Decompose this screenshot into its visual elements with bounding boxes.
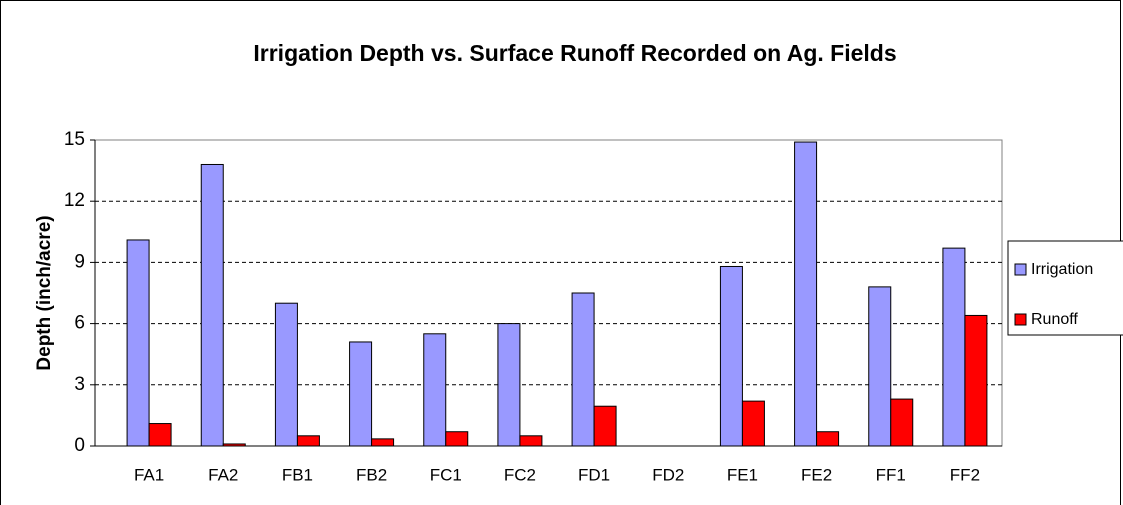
bar	[719, 265, 743, 447]
legend-swatch	[1014, 313, 1027, 326]
x-tick-label: FD2	[652, 465, 684, 484]
bar	[371, 438, 395, 447]
bar	[423, 333, 447, 447]
x-tick-label: FB1	[282, 465, 313, 484]
bar	[571, 292, 595, 447]
bar	[519, 435, 543, 447]
bar	[816, 431, 840, 447]
bar	[868, 286, 892, 447]
legend	[1007, 240, 1123, 336]
bar	[148, 423, 172, 447]
y-tick-label: 12	[64, 190, 85, 211]
bar	[741, 400, 765, 447]
bar	[593, 405, 617, 447]
x-tick-label: FE2	[801, 465, 832, 484]
y-tick-label: 9	[74, 251, 85, 272]
bar	[296, 435, 320, 447]
x-tick-label: FF1	[876, 465, 906, 484]
bar	[222, 443, 246, 447]
x-tick-label: FA2	[208, 465, 238, 484]
legend-label: Runoff	[1031, 311, 1078, 328]
bar	[126, 239, 150, 447]
bar	[890, 398, 914, 447]
y-axis-label: Depth (inch/acre)	[34, 215, 55, 370]
bar	[942, 247, 966, 447]
bar	[497, 323, 521, 447]
legend-swatch	[1014, 263, 1027, 276]
bar	[964, 314, 988, 447]
bar	[349, 341, 373, 447]
x-tick-label: FF2	[950, 465, 980, 484]
x-tick-label: FD1	[578, 465, 610, 484]
x-tick-label: FE1	[727, 465, 758, 484]
y-tick-label: 6	[74, 313, 85, 334]
x-tick-label: FA1	[134, 465, 164, 484]
y-tick-label: 0	[74, 435, 85, 456]
chart-title: Irrigation Depth vs. Surface Runoff Reco…	[253, 40, 896, 66]
bar	[794, 141, 818, 447]
y-tick-label: 3	[74, 374, 85, 395]
y-tick-label: 15	[64, 129, 85, 150]
x-tick-label: FC1	[430, 465, 462, 484]
x-tick-label: FB2	[356, 465, 387, 484]
x-tick-label: FC2	[504, 465, 536, 484]
bar	[445, 431, 469, 447]
bar	[274, 302, 298, 447]
legend-label: Irrigation	[1031, 261, 1093, 278]
bar	[200, 163, 224, 447]
plot-area	[94, 139, 1003, 447]
